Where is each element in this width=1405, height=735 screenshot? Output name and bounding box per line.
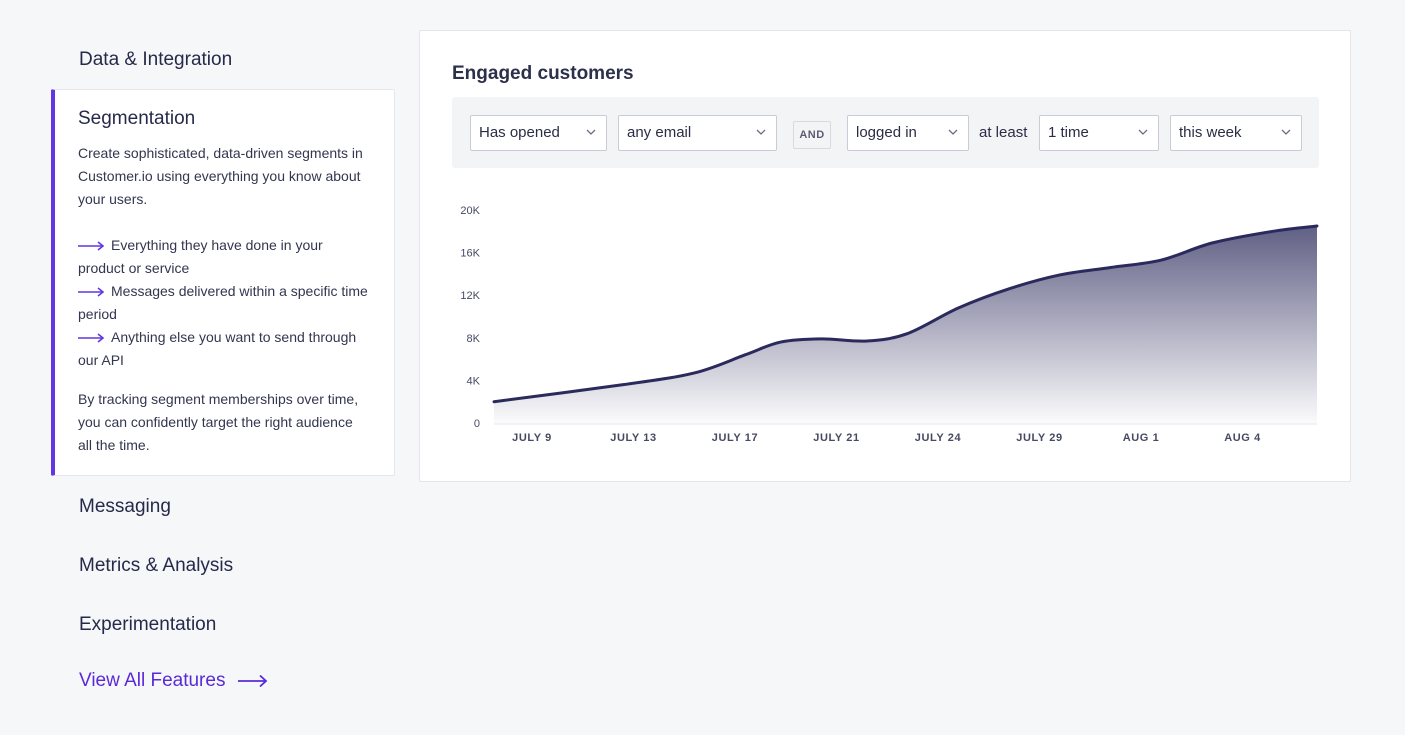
view-all-features-label: View All Features — [79, 670, 226, 691]
engaged-customers-card: Engaged customers Has opened any email A… — [419, 30, 1351, 482]
nav-item-messaging[interactable]: Messaging — [79, 496, 171, 517]
chevron-down-icon — [756, 129, 766, 135]
feature-nav: Data & Integration Segmentation Create s… — [51, 30, 395, 654]
y-tick-label: 16K — [460, 248, 480, 260]
nav-item-data-integration[interactable]: Data & Integration — [79, 49, 233, 70]
at-least-label: at least — [979, 124, 1028, 141]
segment-filter-bar: Has opened any email AND logged in at le… — [452, 97, 1319, 168]
bullet-item: Anything else you want to send through o… — [78, 326, 370, 372]
x-tick-label: JULY 13 — [610, 432, 656, 444]
target-select-value: any email — [627, 124, 692, 141]
y-tick-label: 20K — [460, 205, 480, 217]
bullet-item: Messages delivered within a specific tim… — [78, 280, 370, 326]
arrow-right-icon — [78, 333, 105, 343]
y-tick-label: 8K — [467, 333, 481, 345]
action-select-value: Has opened — [479, 124, 560, 141]
nav-item-experimentation[interactable]: Experimentation — [79, 614, 217, 635]
chevron-down-icon — [586, 129, 596, 135]
nav-item-metrics-analysis[interactable]: Metrics & Analysis — [79, 555, 234, 576]
target-select[interactable]: any email — [618, 115, 777, 151]
y-tick-label: 12K — [460, 290, 480, 302]
y-tick-label: 0 — [474, 418, 480, 430]
event-select-value: logged in — [856, 124, 917, 141]
event-select[interactable]: logged in — [847, 115, 969, 151]
segmentation-footer-text: By tracking segment memberships over tim… — [78, 391, 359, 453]
series-line — [492, 224, 1319, 404]
y-tick-label: 4K — [467, 375, 481, 387]
frequency-select-value: 1 time — [1048, 124, 1089, 141]
engaged-customers-chart: 0 4K 8K 12K 16K 20K JULY 9 JULY 13 JULY 17 JULY … — [460, 205, 1319, 444]
bullet-text: Everything they have done in your produc… — [78, 237, 323, 276]
x-tick-label: AUG 1 — [1123, 432, 1160, 444]
chevron-down-icon — [948, 129, 958, 135]
x-tick-label: JULY 29 — [1016, 432, 1062, 444]
segmentation-description: Create sophisticated, data-driven segmen… — [78, 145, 363, 207]
view-all-features-link[interactable]: View All Features — [79, 670, 268, 692]
x-tick-label: JULY 21 — [813, 432, 859, 444]
chevron-down-icon — [1281, 129, 1291, 135]
and-conjunction-badge: AND — [793, 121, 831, 149]
area-fill — [494, 225, 1317, 423]
arrow-right-icon — [238, 674, 268, 688]
x-tick-label: JULY 17 — [712, 432, 758, 444]
arrow-right-icon — [78, 287, 105, 297]
nav-item-segmentation-title[interactable]: Segmentation — [78, 108, 196, 129]
frequency-select[interactable]: 1 time — [1039, 115, 1159, 151]
period-select[interactable]: this week — [1170, 115, 1302, 151]
card-title: Engaged customers — [452, 63, 634, 84]
nav-item-segmentation-expanded: Segmentation Create sophisticated, data-… — [51, 89, 395, 476]
x-tick-label: JULY 24 — [915, 432, 962, 444]
x-tick-label: JULY 9 — [512, 432, 552, 444]
period-select-value: this week — [1179, 124, 1242, 141]
bullet-text: Messages delivered within a specific tim… — [78, 283, 368, 322]
chevron-down-icon — [1138, 129, 1148, 135]
x-tick-label: AUG 4 — [1224, 432, 1261, 444]
action-select[interactable]: Has opened — [470, 115, 607, 151]
arrow-right-icon — [78, 241, 105, 251]
bullet-item: Everything they have done in your produc… — [78, 234, 370, 280]
bullet-text: Anything else you want to send through o… — [78, 329, 357, 368]
